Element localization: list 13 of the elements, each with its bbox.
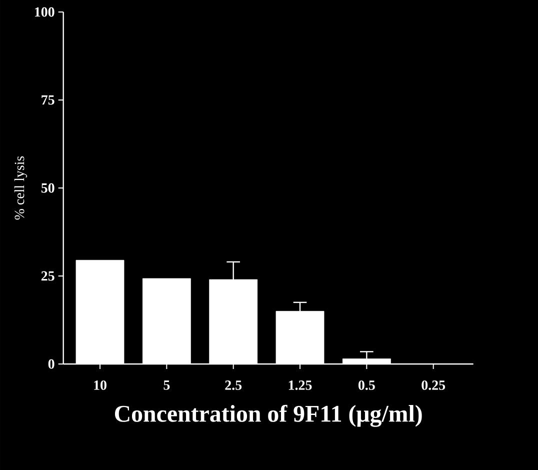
y-tick-label: 100 [35,7,54,17]
x-tick-label: 2.5 [225,380,242,390]
x-tick-label: 10 [94,380,106,390]
x-tick-label: 0.25 [422,380,446,390]
x-axis-title: Concentration of 9F11 (μg/ml) [114,404,422,427]
y-tick-label: 75 [42,95,54,105]
y-tick-label: 25 [41,271,54,281]
x-tick-label: 5 [164,380,170,390]
x-tick-label: 0.5 [358,380,375,390]
y-axis-title: % cell lysis [14,156,28,220]
y-tick-label: 50 [41,183,54,193]
x-tick-label: 1.25 [288,380,312,390]
y-tick-label: 0 [48,359,54,369]
